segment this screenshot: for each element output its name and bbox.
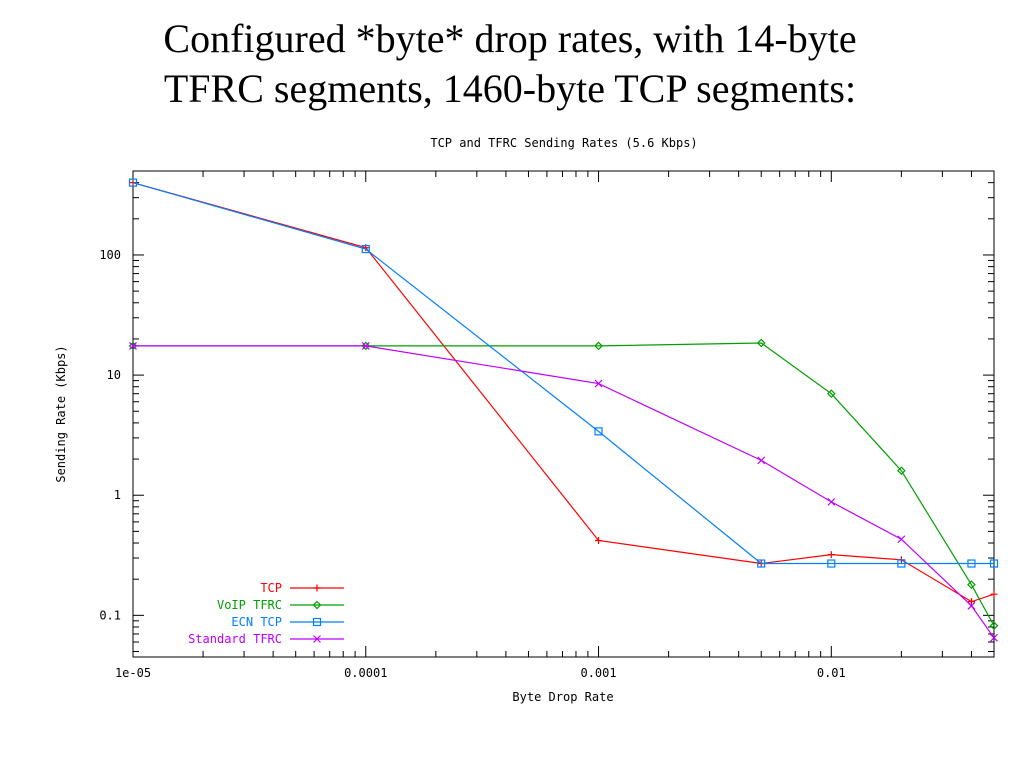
legend-marker-tcp: [313, 584, 321, 592]
data-point-voip-tfrc: [361, 341, 371, 351]
data-point-standard-tfrc: [361, 341, 370, 350]
series-voip-tfrc: [128, 338, 999, 631]
data-point-ecn-tcp: [757, 559, 766, 568]
data-point-voip-tfrc: [826, 389, 836, 399]
data-point-standard-tfrc: [594, 379, 603, 388]
data-point-voip-tfrc: [989, 621, 999, 631]
legend-label-voip-tfrc: VoIP TFRC: [217, 598, 282, 612]
axis-tick-labels: 1e-05 0.0001 0.001 0.01 0.1 1 10 100: [99, 248, 845, 680]
x-tick-label: 0.001: [580, 666, 616, 680]
data-point-ecn-tcp: [361, 244, 370, 254]
data-point-voip-tfrc: [967, 580, 976, 590]
x-axis-label: Byte Drop Rate: [512, 690, 613, 704]
series-line-standard-tfrc: [133, 345, 995, 639]
x-tick-label: 0.0001: [344, 666, 387, 680]
data-point-voip-tfrc: [897, 466, 906, 476]
data-point-voip-tfrc: [756, 338, 766, 348]
data-point-tcp: [595, 536, 603, 544]
legend-marker-ecn-tcp: [312, 617, 322, 627]
legend-label-ecn-tcp: ECN TCP: [231, 615, 282, 629]
y-tick-label: 10: [107, 368, 121, 382]
data-point-ecn-tcp: [967, 559, 976, 568]
x-tick-label: 1e-05: [115, 666, 151, 680]
data-point-ecn-tcp: [594, 427, 603, 436]
slide-title: Configured *byte* drop rates, with 14-by…: [60, 14, 960, 114]
data-point-standard-tfrc: [827, 497, 836, 506]
series-ecn-tcp: [128, 178, 999, 568]
chart-title: TCP and TFRC Sending Rates (5.6 Kbps): [430, 136, 697, 150]
series-line-tcp: [132, 182, 995, 603]
data-point-standard-tfrc: [897, 535, 906, 544]
series-tcp: [129, 179, 998, 606]
data-point-ecn-tcp: [128, 178, 138, 187]
data-point-voip-tfrc: [594, 341, 603, 351]
legend: TCP VoIP TFRC ECN TCP Standard TFRC: [188, 581, 344, 646]
y-axis-label: Sending Rate (Kbps): [54, 345, 68, 482]
y-tick-label: 0.1: [99, 608, 121, 622]
y-tick-label: 100: [99, 248, 121, 262]
series-line-ecn-tcp: [132, 182, 994, 565]
legend-label-standard-tfrc: Standard TFRC: [188, 632, 282, 646]
data-point-ecn-tcp: [897, 559, 906, 568]
legend-marker-voip-tfrc: [312, 600, 322, 610]
y-tick-label: 1: [114, 488, 121, 502]
data-point-standard-tfrc: [129, 341, 137, 350]
slide-title-line-2: TFRC segments, 1460-byte TCP segments:: [163, 66, 857, 111]
data-point-tcp: [967, 598, 975, 606]
x-tick-label: 0.01: [817, 666, 846, 680]
series-standard-tfrc: [129, 341, 998, 642]
slide-title-line-1: Configured *byte* drop rates, with 14-by…: [163, 16, 857, 61]
data-point-tcp: [990, 590, 998, 598]
data-point-voip-tfrc: [128, 341, 138, 351]
legend-label-tcp: TCP: [260, 581, 282, 595]
sending-rate-chart: TCP and TFRC Sending Rates (5.6 Kbps) 1e…: [54, 136, 999, 704]
plot-frame: [132, 170, 995, 658]
legend-marker-standard-tfrc: [313, 635, 321, 643]
data-point-tcp: [129, 179, 137, 187]
series-line-voip-tfrc: [133, 342, 995, 626]
series-layer: [128, 178, 999, 642]
data-point-tcp: [827, 551, 835, 559]
data-point-standard-tfrc: [967, 601, 976, 610]
data-point-ecn-tcp: [989, 559, 999, 568]
data-point-ecn-tcp: [827, 559, 836, 568]
data-point-standard-tfrc: [990, 633, 998, 642]
data-point-standard-tfrc: [757, 456, 766, 465]
